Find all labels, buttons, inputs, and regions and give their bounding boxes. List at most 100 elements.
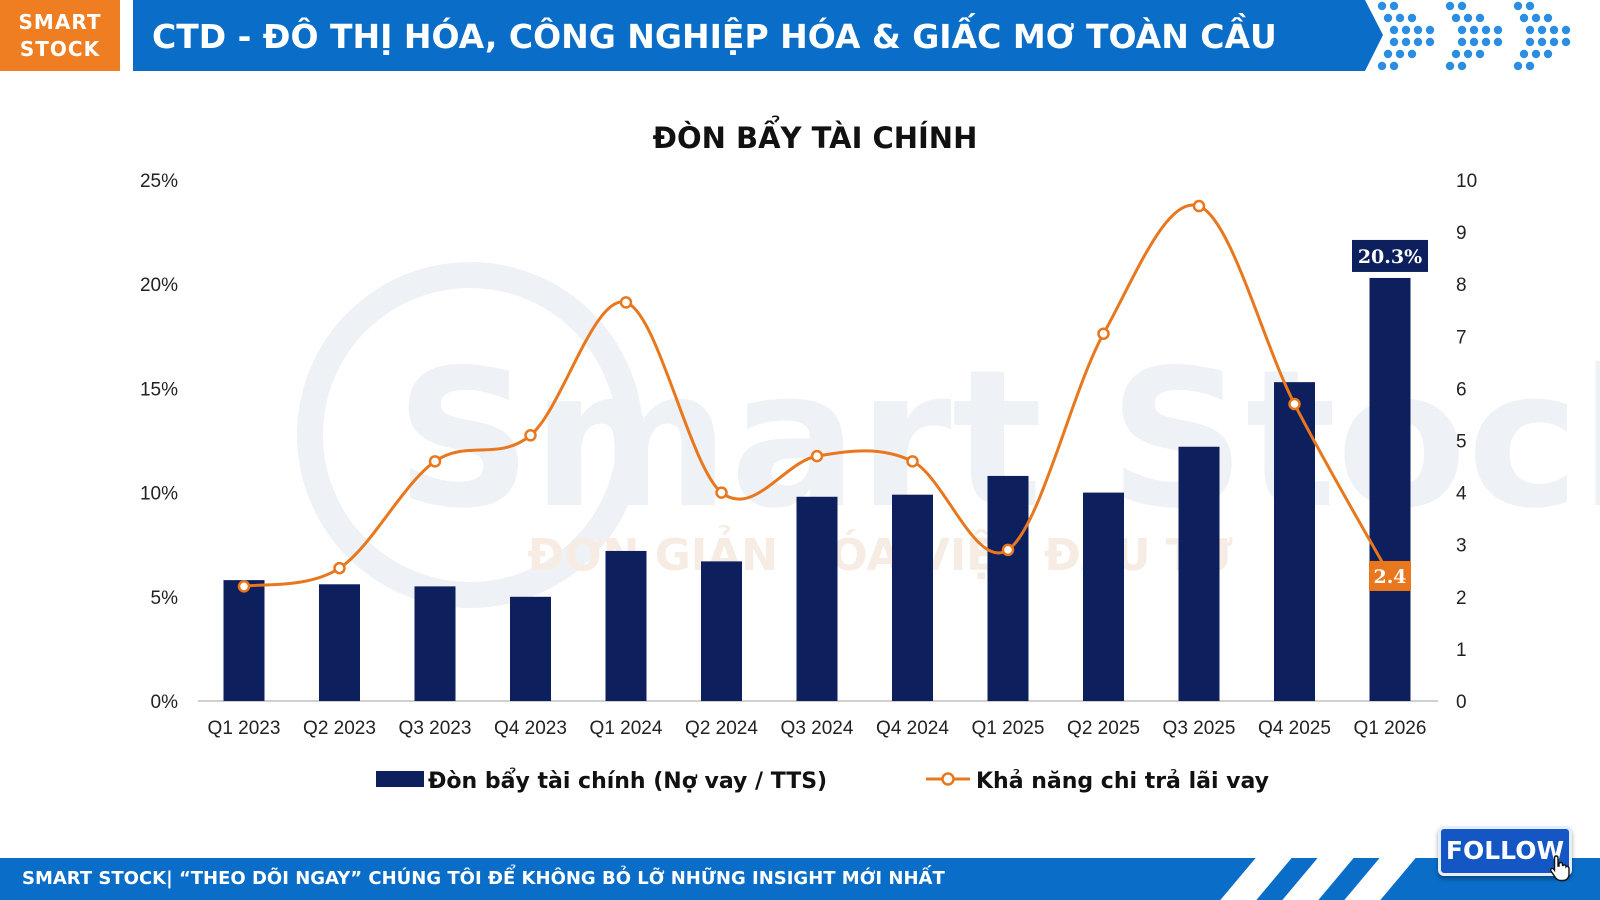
category-label: Q4 2024	[876, 718, 949, 739]
line-point	[237, 580, 251, 593]
legend-line-marker	[941, 772, 955, 786]
line-point	[1097, 327, 1110, 340]
bar	[414, 586, 456, 701]
dot-pattern-icon	[1377, 1, 1571, 71]
dot	[1469, 25, 1479, 35]
category-label: Q2 2025	[1067, 718, 1140, 739]
dot	[1395, 49, 1405, 59]
right-tick-label: 3	[1456, 536, 1467, 557]
bar-series	[223, 277, 1411, 701]
left-tick-label: 10%	[140, 484, 178, 505]
data-label-box	[1352, 239, 1428, 272]
footer-stripe	[1282, 858, 1354, 900]
dot	[1401, 25, 1411, 35]
dot	[1493, 37, 1503, 47]
category-label: Q1 2024	[590, 718, 663, 739]
left-tick-label: 15%	[140, 379, 178, 400]
logo-line1: SMART	[18, 10, 102, 34]
right-tick-label: 4	[1456, 484, 1467, 505]
dot	[1457, 61, 1467, 71]
data-label: 2.4	[1373, 566, 1406, 588]
category-label: Q1 2026	[1354, 718, 1427, 739]
left-tick-label: 5%	[151, 588, 179, 609]
bar	[1274, 382, 1315, 701]
right-tick-label: 9	[1456, 223, 1467, 244]
dot	[1445, 1, 1455, 11]
line-point	[715, 486, 728, 499]
footer-stripe	[1344, 858, 1416, 900]
dot	[1469, 37, 1479, 47]
dot	[1377, 61, 1387, 71]
category-labels: Q1 2023 Q2 2023 Q3 2023 Q4 2023 Q1 2024 Q2 20…	[208, 718, 1427, 739]
dot	[1389, 61, 1399, 71]
dot	[1525, 61, 1535, 71]
left-tick-label: 20%	[140, 275, 178, 296]
dot	[1561, 37, 1571, 47]
line-series	[237, 199, 1392, 593]
bar	[319, 584, 360, 701]
dot	[1525, 37, 1535, 47]
dot	[1537, 37, 1547, 47]
line-point	[906, 455, 919, 468]
smart-stock-logo[interactable]: SMART STOCK	[0, 0, 120, 71]
category-label: Q1 2025	[972, 718, 1045, 739]
legend: Đòn bẩy tài chính (Nợ vay / TTS) Khả năng…	[376, 768, 1269, 794]
line-point	[428, 455, 442, 468]
hand-cursor-icon	[1549, 855, 1570, 882]
left-tick-label: 0%	[151, 692, 179, 713]
dot	[1513, 61, 1523, 71]
left-tick-label: 25%	[140, 171, 178, 192]
footer-bar: SMART STOCK| “THEO DÕI NGAY” CHÚNG TÔI Đ…	[0, 858, 1600, 900]
dot	[1531, 49, 1541, 59]
data-label: 20.3%	[1358, 246, 1422, 268]
bar	[987, 475, 1029, 701]
dot	[1531, 13, 1541, 23]
data-label-box	[1369, 560, 1411, 591]
logo-line2: STOCK	[19, 37, 101, 61]
right-tick-label: 8	[1456, 275, 1467, 296]
dot	[1413, 25, 1423, 35]
right-tick-label: 2	[1456, 588, 1467, 609]
dot	[1493, 25, 1503, 35]
chart-title: ĐÒN BẨY TÀI CHÍNH	[653, 116, 978, 155]
dot	[1389, 25, 1399, 35]
dot	[1395, 13, 1405, 23]
dot	[1377, 1, 1387, 11]
dot	[1407, 13, 1417, 23]
dot	[1481, 37, 1491, 47]
dot	[1481, 25, 1491, 35]
dot	[1445, 61, 1455, 71]
category-label: Q3 2024	[781, 718, 854, 739]
category-label: Q4 2025	[1258, 718, 1331, 739]
dot	[1525, 25, 1535, 35]
dot	[1425, 25, 1435, 35]
bar	[892, 494, 933, 701]
legend-line-label: Khả năng chi trả lãi vay	[976, 769, 1269, 794]
line-point	[619, 296, 633, 309]
line-point	[810, 449, 824, 463]
dot	[1537, 25, 1547, 35]
left-axis-ticks: 0% 5% 10% 15% 20% 25%	[140, 171, 178, 713]
dot	[1425, 37, 1435, 47]
dot	[1457, 1, 1467, 11]
legend-bar-label: Đòn bẩy tài chính (Nợ vay / TTS)	[428, 768, 827, 794]
follow-button[interactable]: FOLLOW	[1438, 826, 1572, 876]
dot	[1475, 13, 1485, 23]
category-label: Q2 2023	[303, 718, 376, 739]
dot	[1549, 25, 1559, 35]
legend-bar-swatch	[376, 771, 424, 787]
dot	[1457, 25, 1467, 35]
bar	[510, 596, 551, 701]
dot	[1475, 49, 1485, 59]
bar	[223, 580, 265, 701]
dot	[1513, 1, 1523, 11]
dot	[1451, 49, 1461, 59]
dot	[1383, 49, 1393, 59]
footer-text: SMART STOCK| “THEO DÕI NGAY” CHÚNG TÔI Đ…	[22, 868, 945, 889]
dot	[1519, 49, 1529, 59]
dot	[1525, 1, 1535, 11]
bar	[1083, 492, 1124, 701]
title-band	[133, 0, 1383, 71]
right-tick-label: 10	[1456, 171, 1477, 192]
bar	[796, 496, 838, 701]
